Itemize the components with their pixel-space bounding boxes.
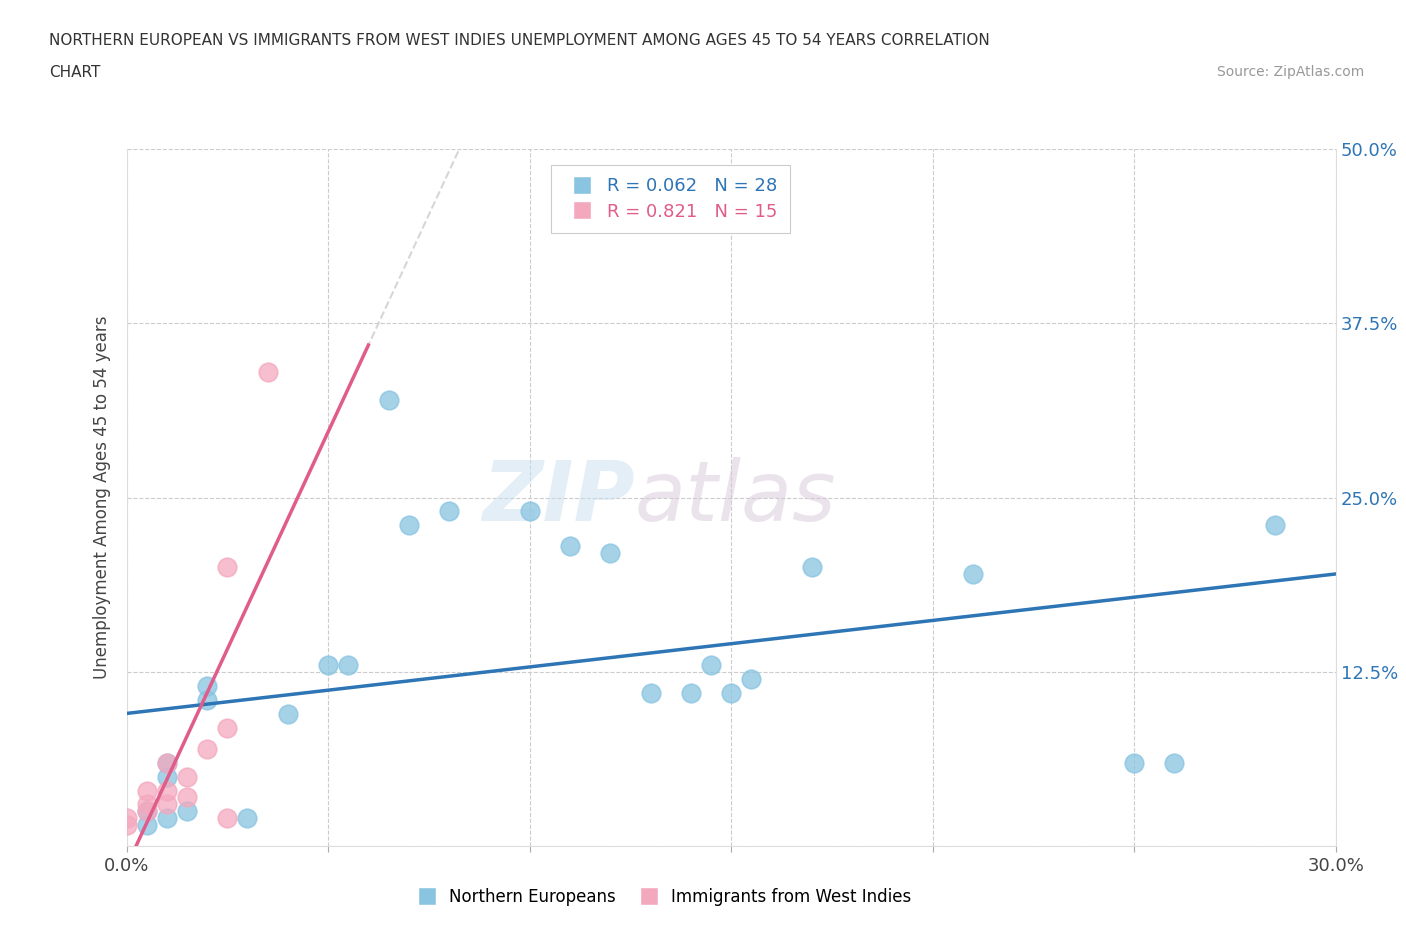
Point bbox=[337, 658, 360, 672]
Point bbox=[720, 685, 742, 700]
Point bbox=[700, 658, 723, 672]
Point bbox=[640, 685, 662, 700]
Legend: Northern Europeans, Immigrants from West Indies: Northern Europeans, Immigrants from West… bbox=[404, 881, 918, 912]
Point bbox=[740, 671, 762, 686]
Y-axis label: Unemployment Among Ages 45 to 54 years: Unemployment Among Ages 45 to 54 years bbox=[93, 316, 111, 679]
Point bbox=[236, 811, 259, 826]
Point bbox=[1163, 755, 1185, 770]
Point bbox=[156, 769, 179, 784]
Point bbox=[1123, 755, 1146, 770]
Point bbox=[156, 755, 179, 770]
Point bbox=[176, 804, 198, 819]
Point bbox=[599, 546, 621, 561]
Point bbox=[962, 567, 984, 582]
Point bbox=[135, 804, 157, 819]
Point bbox=[156, 797, 179, 812]
Point bbox=[156, 811, 179, 826]
Point bbox=[217, 560, 239, 575]
Legend: R = 0.062   N = 28, R = 0.821   N = 15: R = 0.062 N = 28, R = 0.821 N = 15 bbox=[551, 165, 790, 233]
Point bbox=[277, 707, 299, 722]
Point bbox=[377, 392, 399, 407]
Point bbox=[217, 811, 239, 826]
Point bbox=[115, 818, 138, 833]
Point bbox=[398, 518, 420, 533]
Point bbox=[195, 741, 218, 756]
Point bbox=[156, 755, 179, 770]
Text: CHART: CHART bbox=[49, 65, 101, 80]
Point bbox=[519, 504, 541, 519]
Point bbox=[800, 560, 823, 575]
Text: Source: ZipAtlas.com: Source: ZipAtlas.com bbox=[1216, 65, 1364, 79]
Point bbox=[156, 783, 179, 798]
Text: NORTHERN EUROPEAN VS IMMIGRANTS FROM WEST INDIES UNEMPLOYMENT AMONG AGES 45 TO 5: NORTHERN EUROPEAN VS IMMIGRANTS FROM WES… bbox=[49, 33, 990, 47]
Point bbox=[135, 818, 157, 833]
Text: atlas: atlas bbox=[634, 457, 837, 538]
Point bbox=[135, 783, 157, 798]
Point bbox=[437, 504, 460, 519]
Point bbox=[176, 790, 198, 805]
Point bbox=[176, 769, 198, 784]
Point bbox=[316, 658, 339, 672]
Point bbox=[195, 692, 218, 708]
Point bbox=[115, 811, 138, 826]
Point bbox=[195, 679, 218, 694]
Point bbox=[679, 685, 702, 700]
Point bbox=[1264, 518, 1286, 533]
Point bbox=[217, 721, 239, 736]
Point bbox=[558, 539, 581, 554]
Point bbox=[135, 797, 157, 812]
Text: ZIP: ZIP bbox=[482, 457, 634, 538]
Point bbox=[135, 804, 157, 819]
Point bbox=[256, 365, 278, 379]
